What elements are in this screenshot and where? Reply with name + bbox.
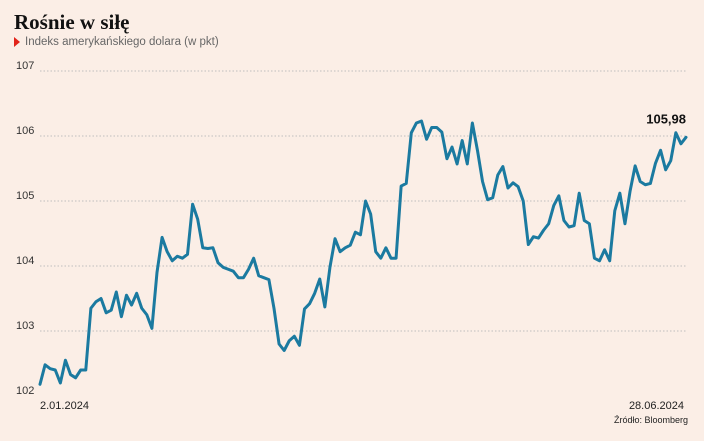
y-tick-label: 104 (16, 255, 34, 267)
red-triangle-icon (14, 37, 20, 47)
subtitle-text: Indeks amerykańskiego dolara (w pkt) (25, 36, 219, 48)
y-tick-label: 105 (16, 190, 34, 202)
y-axis-ticks: 102 103 104 105 106 107 (16, 60, 34, 397)
source-note: Źródło: Bloomberg (613, 415, 688, 425)
chart-title: Rośnie w siłę (14, 10, 130, 34)
gridlines (40, 70, 686, 332)
last-value-label: 105,98 (646, 111, 686, 126)
y-tick-label: 106 (16, 125, 34, 137)
x-tick-label-end: 28.06.2024 (629, 400, 684, 412)
series-layer (38, 119, 688, 386)
y-tick-label: 103 (16, 320, 34, 332)
y-tick-label: 107 (16, 60, 34, 72)
series-line-dxy (38, 119, 688, 386)
y-tick-label: 102 (16, 385, 34, 397)
annotations: 105,98 (646, 111, 686, 126)
x-tick-label-start: 2.01.2024 (40, 400, 89, 412)
chart-subtitle: Indeks amerykańskiego dolara (w pkt) (14, 36, 219, 48)
